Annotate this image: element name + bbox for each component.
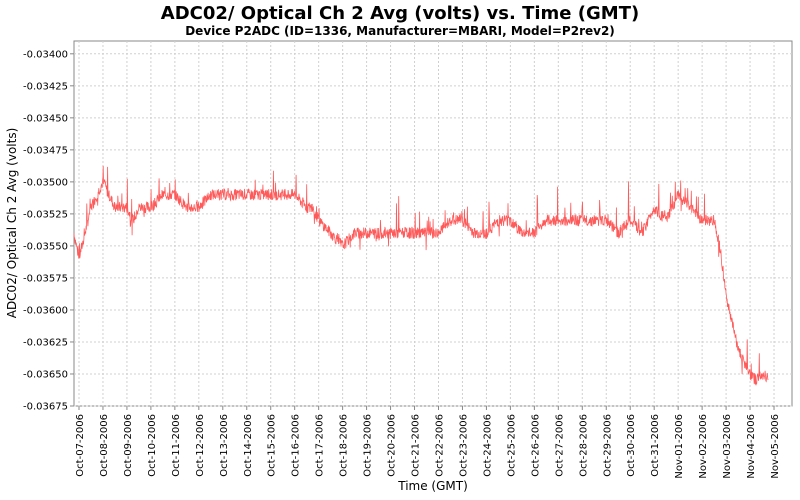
x-tick-label: Nov-03-2006 (722, 414, 733, 479)
series-layer (73, 165, 769, 386)
x-tick-label: Oct-30-2006 (626, 414, 637, 477)
x-tick-label: Oct-26-2006 (530, 414, 541, 477)
x-tick-label: Oct-29-2006 (602, 414, 613, 477)
x-tick-label: Nov-01-2006 (674, 414, 685, 479)
x-tick-label: Oct-13-2006 (219, 414, 230, 477)
y-tick-label: -0.03400 (23, 49, 68, 60)
x-tick-label: Oct-27-2006 (554, 414, 565, 477)
chart-subtitle: Device P2ADC (ID=1336, Manufacturer=MBAR… (185, 24, 615, 38)
x-tick-label: Oct-22-2006 (434, 414, 445, 477)
x-axis-label: Time (GMT) (397, 479, 468, 493)
grid-lines (74, 41, 792, 407)
x-tick-label: Nov-02-2006 (698, 414, 709, 479)
x-tick-label: Oct-07-2006 (75, 414, 86, 477)
x-tick-label: Oct-10-2006 (147, 414, 158, 477)
y-tick-label: -0.03575 (23, 273, 68, 284)
y-tick-label: -0.03500 (23, 177, 68, 188)
x-tick-label: Oct-19-2006 (363, 414, 374, 477)
x-tick-label: Oct-23-2006 (458, 414, 469, 477)
x-tick-label: Oct-08-2006 (99, 414, 110, 477)
y-tick-label: -0.03425 (23, 81, 68, 92)
x-tick-label: Oct-21-2006 (411, 414, 422, 477)
y-tick-label: -0.03550 (23, 241, 68, 252)
x-tick-label: Oct-31-2006 (650, 414, 661, 477)
y-axis: -0.03400 -0.03425 -0.03450 -0.03475 -0.03500… (23, 49, 74, 413)
x-tick-label: Oct-09-2006 (123, 414, 134, 477)
x-tick-label: Oct-20-2006 (387, 414, 398, 477)
y-tick-label: -0.03625 (23, 337, 68, 348)
x-tick-label: Oct-17-2006 (315, 414, 326, 477)
x-tick-label: Nov-05-2006 (770, 414, 781, 479)
y-tick-label: -0.03675 (23, 402, 68, 413)
chart-title: ADC02/ Optical Ch 2 Avg (volts) vs. Time… (161, 3, 639, 24)
y-tick-label: -0.03450 (23, 113, 68, 124)
x-tick-label: Oct-24-2006 (482, 414, 493, 477)
x-tick-label: Oct-16-2006 (291, 414, 302, 477)
y-tick-label: -0.03525 (23, 209, 68, 220)
x-tick-label: Oct-14-2006 (243, 414, 254, 477)
x-tick-label: Nov-04-2006 (746, 414, 757, 479)
y-tick-label: -0.03650 (23, 369, 68, 380)
x-tick-label: Oct-12-2006 (195, 414, 206, 477)
x-axis: Oct-07-2006 Oct-08-2006 Oct-09-2006 Oct-10-… (75, 406, 781, 479)
y-tick-label: -0.03475 (23, 145, 68, 156)
series-line (73, 165, 769, 386)
x-tick-label: Oct-11-2006 (171, 414, 182, 477)
y-axis-label: ADC02/ Optical Ch 2 Avg (volts) (5, 128, 19, 319)
x-tick-label: Oct-15-2006 (267, 414, 278, 477)
x-tick-label: Oct-25-2006 (506, 414, 517, 477)
x-tick-label: Oct-28-2006 (578, 414, 589, 477)
y-tick-label: -0.03600 (23, 305, 68, 316)
x-tick-label: Oct-18-2006 (339, 414, 350, 477)
